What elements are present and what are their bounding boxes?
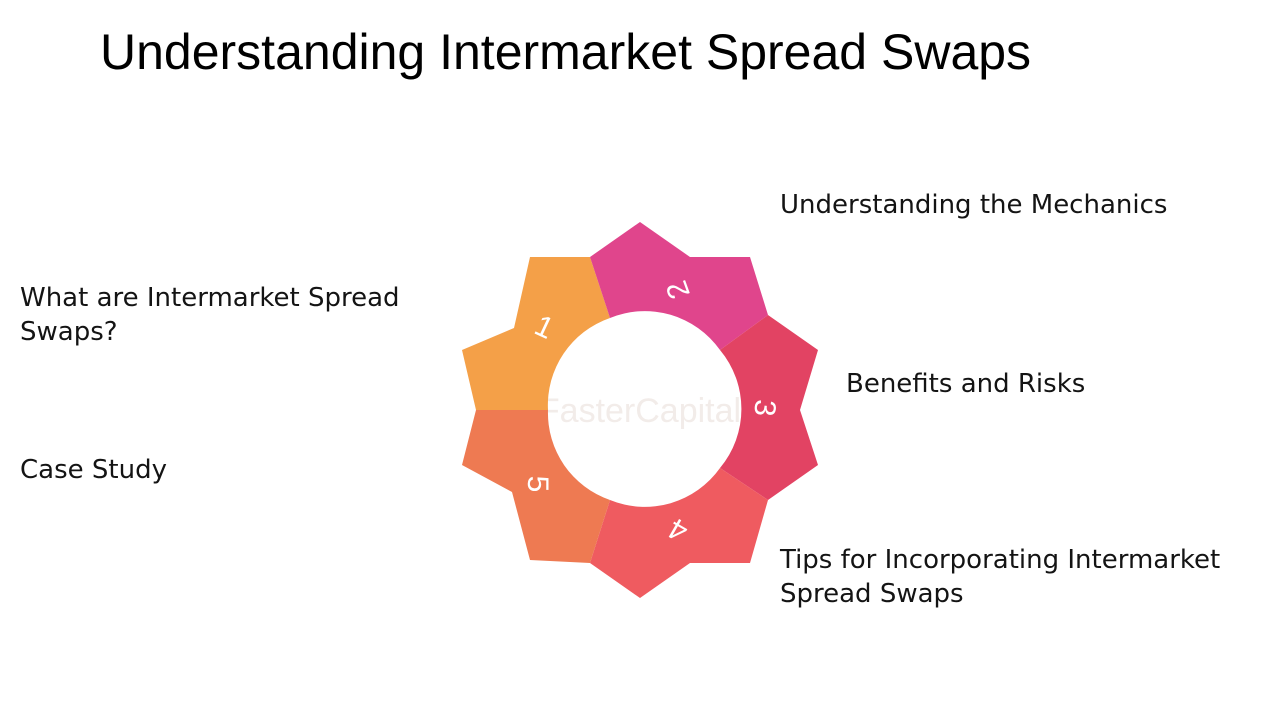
- step-2-label: Understanding the Mechanics: [780, 190, 1168, 220]
- step-3-segment: [720, 315, 818, 500]
- cycle-diagram: FasterCapital 1 2 3 4 5: [462, 222, 818, 598]
- slide-title: Understanding Intermarket Spread Swaps: [100, 24, 1032, 80]
- step-4-segment: [590, 468, 768, 598]
- step-2-segment: [590, 222, 768, 350]
- step-1-segment: [462, 257, 610, 410]
- step-5-number: 5: [521, 476, 554, 493]
- step-5-segment: [462, 410, 610, 563]
- step-3-number: 3: [747, 398, 781, 418]
- watermark-text: FasterCapital: [539, 392, 741, 430]
- step-5-label: Case Study: [20, 455, 167, 485]
- step-1-label: What are Intermarket Spread Swaps?: [20, 283, 400, 347]
- step-4-label: Tips for Incorporating Intermarket Sprea…: [780, 545, 1221, 609]
- step-3-label: Benefits and Risks: [846, 369, 1086, 399]
